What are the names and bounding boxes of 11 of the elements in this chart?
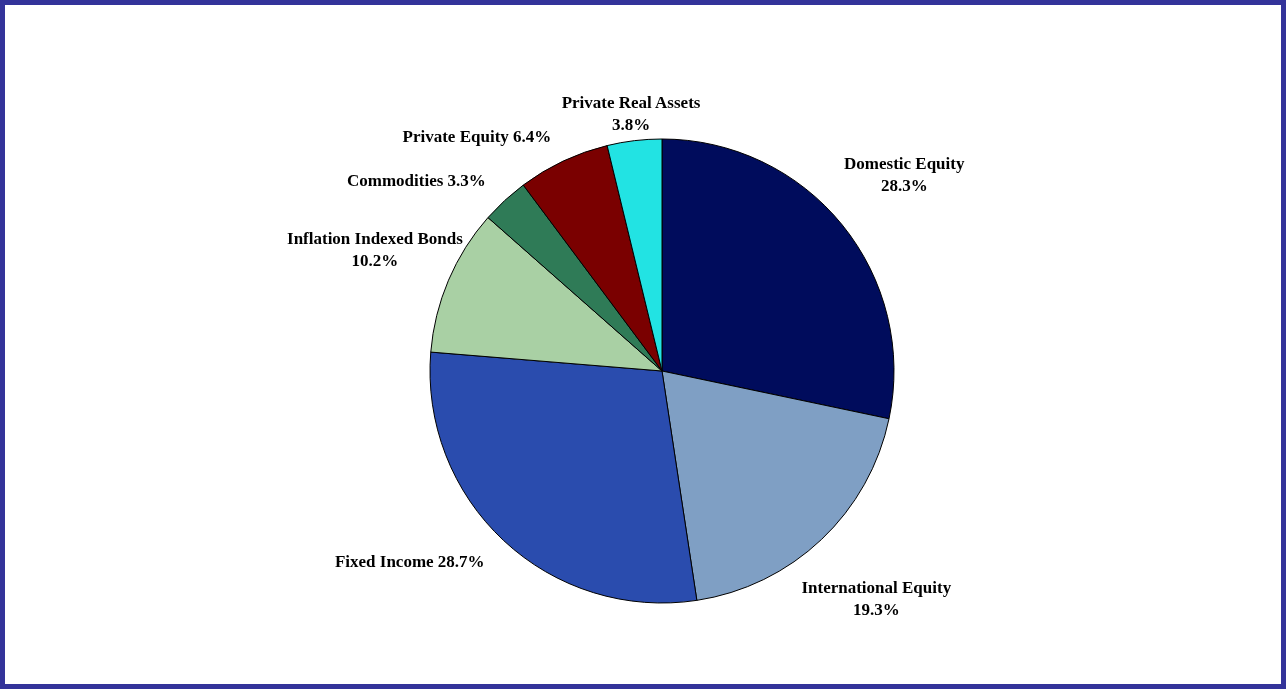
data-label: 10.2% — [351, 250, 399, 270]
slice-label: Domestic Equity — [844, 154, 965, 174]
slice-label: Commodities 3.3% — [346, 170, 486, 190]
slice-label: Inflation Indexed Bonds — [287, 228, 464, 248]
slice-label: Fixed Income 28.7% — [334, 552, 485, 572]
slice-label: International Equity — [801, 577, 952, 597]
slice-label: Private Equity 6.4% — [402, 126, 552, 146]
data-label: 3.8% — [611, 114, 651, 134]
data-label: 19.3% — [852, 599, 900, 619]
data-label: 28.3% — [880, 176, 928, 196]
slice-label: Private Real Assets — [561, 92, 701, 112]
